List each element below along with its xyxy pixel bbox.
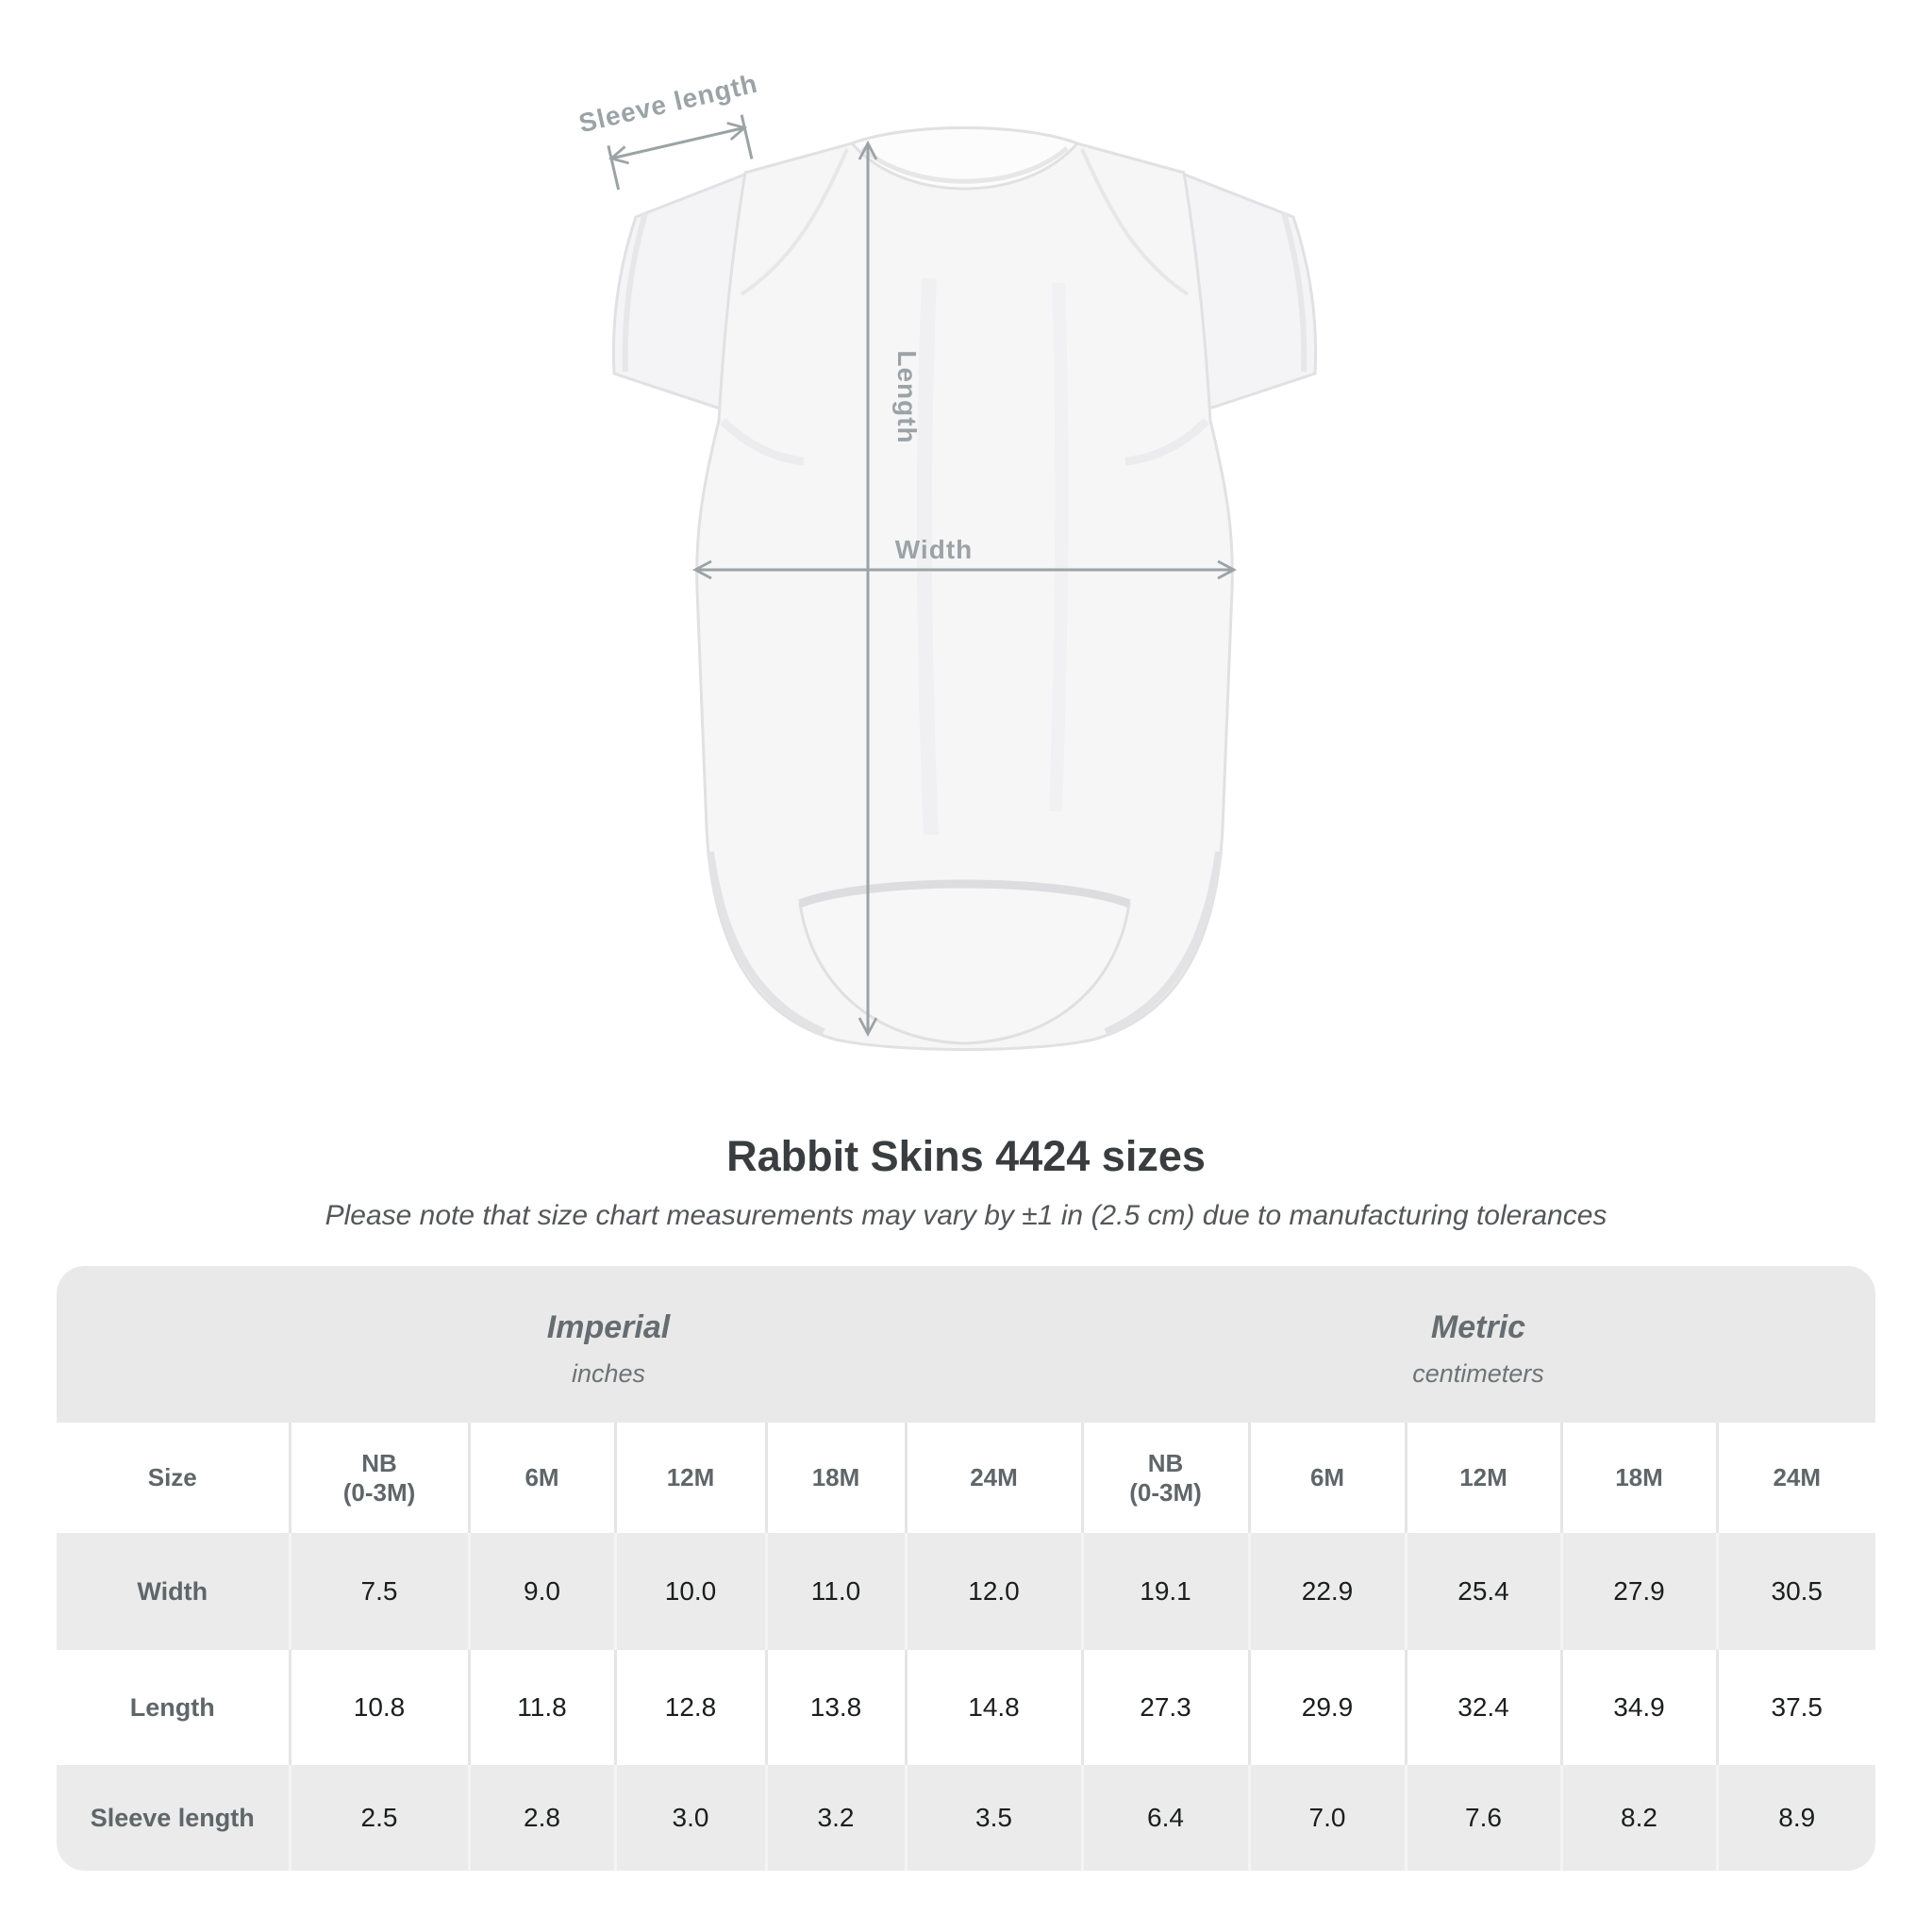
table-cell: 7.6	[1404, 1765, 1561, 1871]
table-row-sleeve-length: Sleeve length 2.5 2.8 3.0 3.2 3.5 6.4 7.…	[57, 1765, 1875, 1871]
fold-shadow	[916, 277, 939, 836]
table-cell: 25.4	[1404, 1533, 1561, 1650]
underarm-shadow	[1124, 417, 1210, 466]
page-title: Rabbit Skins 4424 sizes	[726, 1132, 1206, 1180]
table-cell: 8.9	[1715, 1765, 1875, 1871]
col-header: 18M	[764, 1423, 906, 1533]
table-cell: 7.0	[1247, 1765, 1406, 1871]
sleeve-length-label: Sleeve length	[576, 69, 761, 139]
table-cell: 8.2	[1559, 1765, 1717, 1871]
fold-shadow	[1049, 282, 1069, 812]
sleeve-length-tick	[740, 114, 754, 159]
right-leg-binding	[1104, 851, 1223, 1036]
left-lap-seam	[740, 148, 849, 296]
table-cell: 37.5	[1715, 1650, 1875, 1765]
col-header: NB (0-3M)	[288, 1423, 469, 1533]
table-cell: 27.9	[1559, 1533, 1717, 1650]
table-cell: 27.3	[1080, 1650, 1249, 1765]
table-cell: 13.8	[764, 1650, 906, 1765]
col-header: 12M	[613, 1423, 766, 1533]
metric-group-header: Metric centimeters	[1412, 1266, 1544, 1423]
col-header: 6M	[1247, 1423, 1406, 1533]
table-cell: 30.5	[1715, 1533, 1875, 1650]
torso	[695, 126, 1234, 1051]
imperial-group-header: Imperial inches	[547, 1266, 670, 1423]
width-label: Width	[895, 535, 974, 564]
underarm-shadow	[719, 417, 805, 466]
table-cell: 11.8	[467, 1650, 615, 1765]
col-header: 24M	[1715, 1423, 1875, 1533]
table-cell: 22.9	[1247, 1533, 1406, 1650]
row-label-length: Length	[57, 1650, 290, 1765]
table-cell: 10.0	[613, 1533, 766, 1650]
left-cuff-seam	[622, 212, 648, 373]
row-label-width: Width	[57, 1533, 290, 1650]
table-cell: 29.9	[1247, 1650, 1406, 1765]
metric-unit: centimeters	[1412, 1359, 1544, 1388]
table-cell: 3.2	[764, 1765, 906, 1871]
table-cell: 3.0	[613, 1765, 766, 1871]
table-cell: 2.5	[288, 1765, 469, 1871]
length-label: Length	[892, 350, 922, 443]
table-cell: 12.0	[904, 1533, 1082, 1650]
size-header-row: Size NB (0-3M) 6M 12M 18M 24M NB (0-3M) 6M…	[57, 1423, 1875, 1533]
sleeve-length-tick	[607, 145, 621, 191]
col-header: 24M	[904, 1423, 1082, 1533]
table-cell: 34.9	[1559, 1650, 1717, 1765]
onesie-diagram: Sleeve length Length Width	[576, 69, 1318, 1051]
left-leg-binding	[707, 851, 825, 1036]
metric-label: Metric	[1430, 1309, 1526, 1345]
col-header: 6M	[467, 1423, 615, 1533]
table-cell: 7.5	[288, 1533, 469, 1650]
table-row-length: Length 10.8 11.8 12.8 13.8 14.8 27.3 29.…	[57, 1650, 1875, 1765]
col-header: 12M	[1404, 1423, 1561, 1533]
sleeve-length-arrow	[608, 122, 748, 165]
table-cell: 6.4	[1080, 1765, 1249, 1871]
neck-band-seam	[860, 146, 1069, 184]
row-label-sleeve-length: Sleeve length	[57, 1765, 290, 1871]
table-cell: 9.0	[467, 1533, 615, 1650]
right-cuff-seam	[1281, 212, 1307, 373]
size-column-header: Size	[57, 1423, 290, 1533]
imperial-label: Imperial	[546, 1309, 671, 1345]
table-cell: 11.0	[764, 1533, 906, 1650]
table-cell: 19.1	[1080, 1533, 1249, 1650]
table-row-width: Width 7.5 9.0 10.0 11.0 12.0 19.1 22.9 2…	[57, 1533, 1875, 1650]
onesie-illustration	[611, 126, 1318, 1051]
size-table-grid: Size NB (0-3M) 6M 12M 18M 24M NB (0-3M) 6M…	[57, 1266, 1875, 1871]
imperial-unit: inches	[571, 1359, 646, 1388]
table-cell: 14.8	[904, 1650, 1082, 1765]
col-header: 18M	[1559, 1423, 1717, 1533]
col-header: NB (0-3M)	[1080, 1423, 1249, 1533]
table-cell: 32.4	[1404, 1650, 1561, 1765]
unit-band-row	[57, 1266, 1875, 1423]
snap-flap-binding	[798, 879, 1131, 908]
tolerance-note: Please note that size chart measurements…	[325, 1200, 1607, 1231]
table-cell: 10.8	[288, 1650, 469, 1765]
table-cell: 2.8	[467, 1765, 615, 1871]
table-cell: 3.5	[904, 1765, 1082, 1871]
right-lap-seam	[1080, 148, 1190, 296]
size-table: Size NB (0-3M) 6M 12M 18M 24M NB (0-3M) 6M…	[57, 1266, 1875, 1871]
unit-band	[57, 1266, 1875, 1423]
table-cell: 12.8	[613, 1650, 766, 1765]
